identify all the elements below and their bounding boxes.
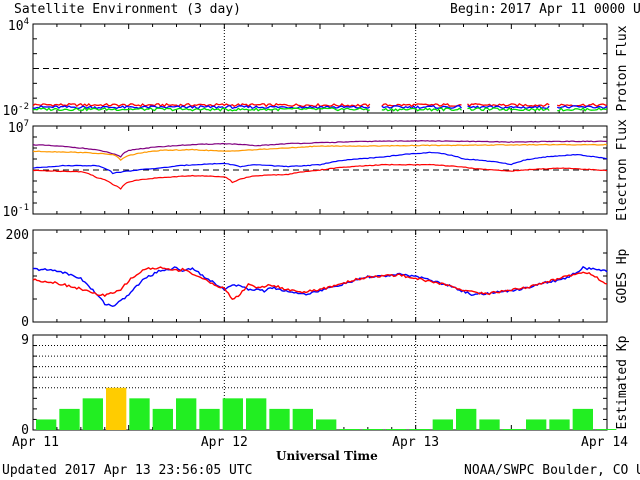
panel-frame [32, 229, 608, 323]
y-tick-label: 9 [21, 333, 29, 348]
kp-bar [572, 408, 593, 430]
kp-bar [152, 408, 173, 430]
kp-bar [222, 398, 243, 430]
electron-series-line [32, 143, 608, 162]
kp-bar [129, 398, 150, 430]
footer-updated: Updated 2017 Apr 13 23:56:05 UTC [2, 463, 253, 478]
panel-ylabel: Proton Flux [615, 25, 630, 111]
kp-bar [36, 419, 57, 430]
y-tick-label: 0 [21, 315, 29, 330]
kp-bar [362, 429, 383, 430]
kp-bar [292, 408, 313, 430]
panel-ylabel: Estimated Kp [615, 335, 630, 429]
x-tick-label: Apr 13 [392, 435, 439, 450]
y-tick-label: 200 [6, 228, 29, 243]
kp-bar [316, 419, 337, 430]
y-tick-label: 107 [8, 119, 29, 136]
kp-bar [432, 419, 453, 430]
proton-series-line [32, 102, 608, 108]
kp-bar [246, 398, 267, 430]
plot-title: Satellite Environment (3 day) [14, 2, 241, 17]
y-tick-label: 10-2 [3, 102, 30, 119]
kp-bar [526, 419, 547, 430]
begin-label: Begin: [450, 2, 497, 17]
kp-bar [409, 429, 430, 430]
y-tick-label: 104 [8, 17, 29, 34]
panel-ylabel: Electron Flux [615, 119, 630, 221]
y-tick-label: 0 [21, 423, 29, 438]
kp-bar [596, 429, 617, 430]
hp-series-line [32, 266, 608, 301]
y-tick-label: 10-1 [3, 203, 30, 220]
panel-ylabel: GOES Hp [615, 248, 630, 303]
proton-series-line [32, 105, 608, 110]
x-tick-label: Apr 14 [581, 435, 628, 450]
x-tick-label: Apr 11 [12, 435, 59, 450]
begin-time: 2017 Apr 11 0000 UTC [500, 2, 640, 17]
kp-bar [456, 408, 477, 430]
kp-bar [339, 429, 360, 430]
proton-series-line [32, 106, 608, 112]
footer-credit: NOAA/SWPC Boulder, CO USA [464, 463, 640, 478]
electron-series-line [33, 163, 608, 190]
kp-bar [199, 408, 220, 430]
kp-bar [549, 419, 570, 430]
hp-series-line [32, 265, 608, 308]
kp-bar [269, 408, 290, 430]
kp-bar [106, 387, 127, 430]
x-tick-label: Apr 12 [201, 435, 248, 450]
electron-series-line [32, 139, 607, 158]
kp-bar [82, 398, 103, 430]
kp-bar [386, 429, 407, 430]
kp-bar [479, 419, 500, 430]
panel-frame [32, 23, 608, 114]
kp-bar [176, 398, 197, 430]
kp-bar [502, 429, 523, 430]
kp-bar [59, 408, 80, 430]
x-axis-label: Universal Time [276, 449, 378, 463]
electron-series-line [32, 151, 608, 175]
